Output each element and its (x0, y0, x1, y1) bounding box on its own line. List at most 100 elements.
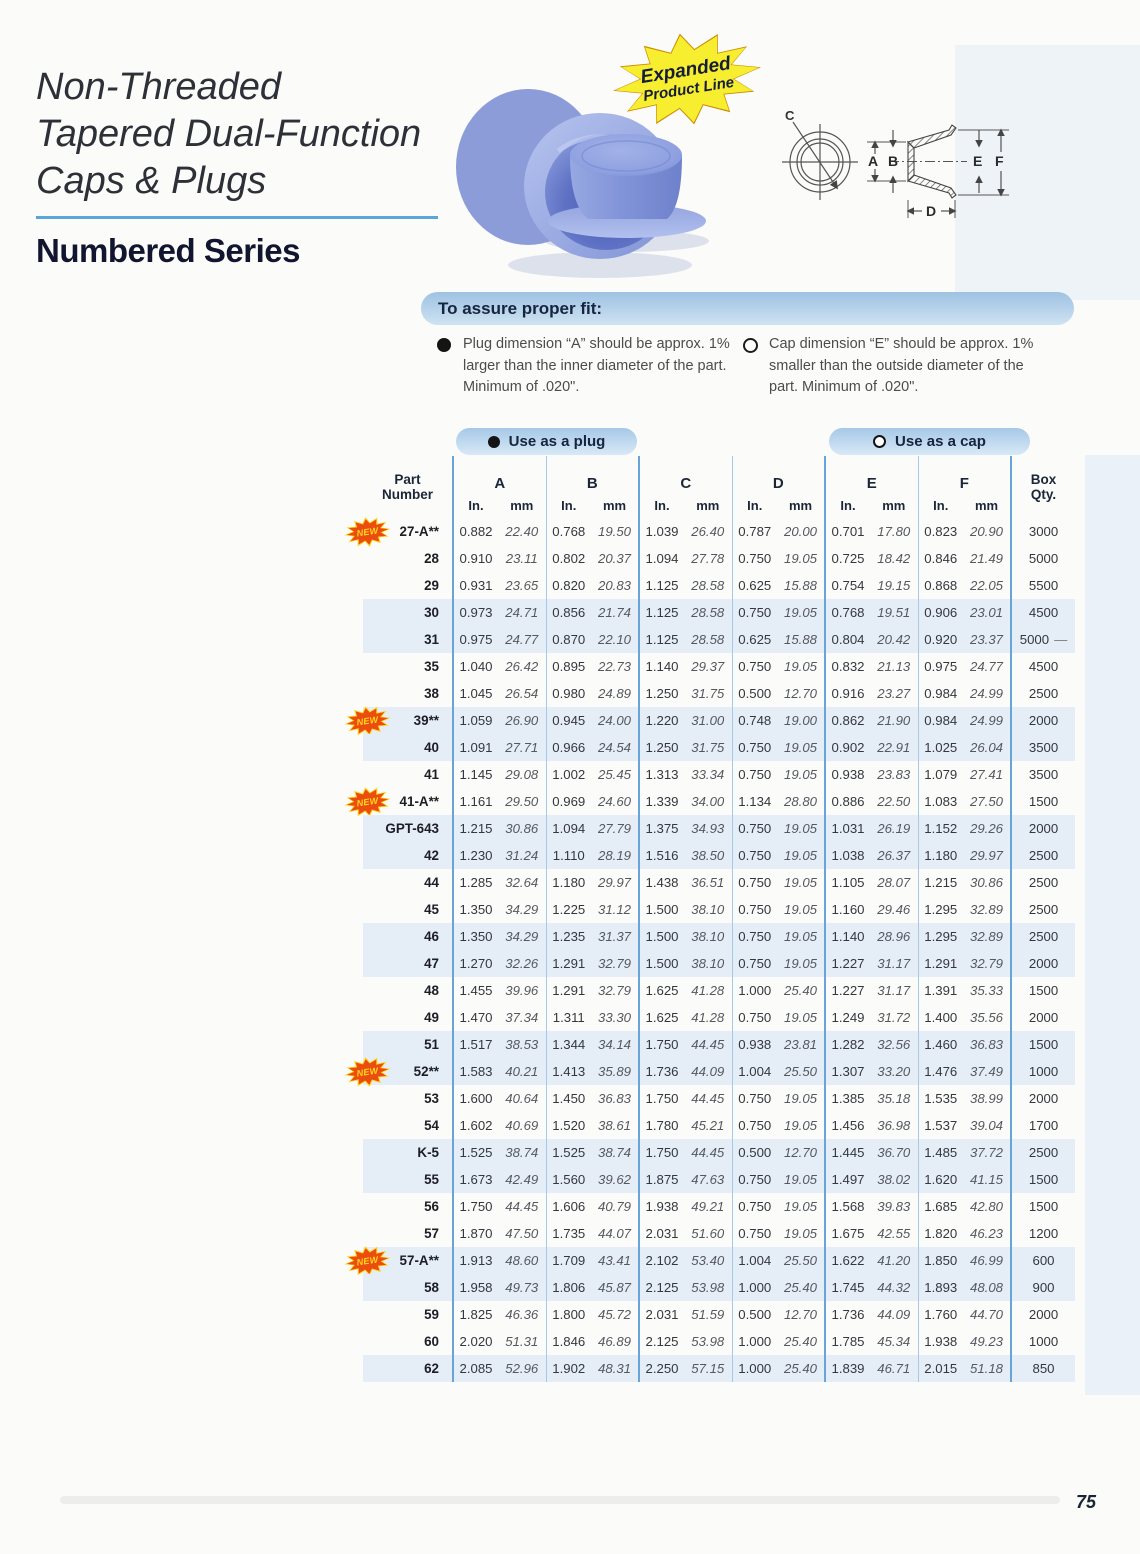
value-mm: 23.81 (777, 1031, 825, 1058)
value-inches: 1.031 (824, 815, 870, 842)
value-inches: 1.750 (452, 1193, 498, 1220)
value-mm: 46.36 (505, 1307, 539, 1322)
table-row: 42 1.230 31.24 1.110 28.19 1.516 38.50 0.750 19.… (363, 842, 1076, 869)
value-mm: 45.72 (597, 1307, 631, 1322)
value-inches: 0.902 (824, 734, 870, 761)
value-mm: 53.98 (684, 1274, 732, 1301)
value-mm: 30.86 (498, 815, 546, 842)
part-number-cell: 48 (424, 983, 439, 998)
value-mm: 22.50 (877, 794, 911, 809)
value-mm: 20.83 (597, 578, 631, 593)
value-inches: 0.868 (917, 572, 964, 599)
value-mm: 39.62 (591, 1166, 639, 1193)
box-qty-cell: 5500 (1010, 572, 1076, 599)
value-mm: 32.79 (963, 950, 1012, 977)
table-row: 51 1.517 38.53 1.344 34.14 1.750 44.45 0.938 23.… (363, 1031, 1076, 1058)
value-mm: 43.41 (591, 1247, 639, 1274)
value-inches: 0.882 (452, 518, 498, 545)
value-mm: 32.89 (970, 902, 1004, 917)
value-mm: 44.09 (684, 1058, 732, 1085)
value-inches: 1.622 (824, 1247, 870, 1274)
value-mm: 36.98 (877, 1118, 911, 1133)
value-mm: 38.74 (591, 1139, 639, 1166)
value-inches: 1.785 (824, 1328, 870, 1355)
value-mm: 41.15 (963, 1166, 1012, 1193)
part-number-cell: 56 (424, 1199, 439, 1214)
value-mm: 19.05 (783, 1091, 817, 1106)
part-number-cell: 30 (363, 599, 453, 626)
value-inches: 0.750 (731, 950, 777, 977)
box-qty-cell: 900 (1010, 1274, 1076, 1301)
value-inches: 0.768 (545, 518, 591, 545)
value-mm: 28.58 (684, 626, 732, 653)
part-number-cell: 40 (363, 734, 453, 761)
value-inches: 1.094 (638, 545, 684, 572)
value-mm: 17.80 (877, 524, 911, 539)
value-mm: 44.45 (684, 1139, 732, 1166)
value-mm: 29.08 (505, 767, 539, 782)
value-inches: 1.344 (545, 1031, 591, 1058)
subheader-mm: mm (696, 497, 720, 513)
value-inches: 1.000 (731, 1328, 777, 1355)
value-mm: 22.73 (597, 659, 631, 674)
value-mm: 19.05 (783, 767, 817, 782)
value-inches: 0.750 (731, 761, 777, 788)
value-inches: 1.180 (917, 842, 964, 869)
part-number-cell: NEW 41-A** (363, 788, 453, 815)
value-inches: 1.850 (917, 1247, 964, 1274)
value-mm: 44.45 (691, 1091, 725, 1106)
value-mm: 25.45 (597, 767, 631, 782)
value-mm: 46.71 (870, 1355, 919, 1382)
value-mm: 23.01 (963, 599, 1012, 626)
col-header-e: E (823, 456, 919, 492)
value-mm: 47.63 (684, 1166, 732, 1193)
col-header-c: C (638, 456, 732, 492)
box-qty-cell: 1500 (1010, 977, 1076, 1004)
dim-label-d: D (926, 203, 936, 219)
value-inches: 1.685 (917, 1193, 964, 1220)
plug-top-ring (581, 140, 671, 172)
value-inches: 0.820 (545, 572, 591, 599)
value-mm: 51.59 (691, 1307, 725, 1322)
value-inches: 1.875 (638, 1166, 684, 1193)
value-inches: 1.958 (452, 1274, 498, 1301)
value-inches: 0.931 (452, 572, 498, 599)
value-mm: 24.99 (970, 686, 1004, 701)
value-inches: 1.270 (452, 950, 498, 977)
value-inches: 1.516 (638, 842, 684, 869)
series-title: Numbered Series (36, 232, 300, 269)
value-mm: 36.83 (963, 1031, 1012, 1058)
value-inches: 0.768 (824, 599, 870, 626)
cap-open-circle-icon (743, 338, 758, 353)
value-inches: 0.750 (731, 1166, 777, 1193)
value-inches: 1.105 (824, 869, 870, 896)
value-mm: 19.00 (777, 707, 825, 734)
table-row: 62 2.085 52.96 1.902 48.31 2.250 57.15 1.000 25.… (363, 1355, 1076, 1382)
value-mm: 36.83 (597, 1091, 631, 1106)
value-mm: 25.40 (783, 983, 817, 998)
page-title-line3: Caps & Plugs (36, 160, 267, 202)
value-mm: 27.79 (591, 815, 639, 842)
value-mm: 19.51 (870, 599, 919, 626)
value-inches: 1.413 (545, 1058, 591, 1085)
value-mm: 31.75 (684, 734, 732, 761)
value-inches: 1.620 (917, 1166, 964, 1193)
value-mm: 35.89 (591, 1058, 639, 1085)
value-inches: 0.856 (545, 599, 591, 626)
subheader-mm: mm (510, 497, 534, 513)
value-inches: 1.517 (452, 1031, 498, 1058)
value-inches: 1.893 (917, 1274, 964, 1301)
value-mm: 48.60 (498, 1247, 546, 1274)
table-row: 55 1.673 42.49 1.560 39.62 1.875 47.63 0.750 19.… (363, 1166, 1076, 1193)
value-mm: 24.77 (970, 659, 1004, 674)
value-mm: 25.40 (783, 1334, 817, 1349)
value-inches: 0.754 (824, 572, 870, 599)
value-mm: 49.23 (970, 1334, 1004, 1349)
value-inches: 1.145 (452, 761, 498, 788)
value-inches: 1.500 (638, 950, 684, 977)
value-mm: 21.90 (870, 707, 919, 734)
table-row: 60 2.020 51.31 1.846 46.89 2.125 53.98 1.000 25.… (363, 1328, 1076, 1355)
value-inches: 0.750 (731, 869, 777, 896)
table-row: 31 0.975 24.77 0.870 22.10 1.125 28.58 0.625 15.… (363, 626, 1076, 653)
value-mm: 19.05 (777, 815, 825, 842)
